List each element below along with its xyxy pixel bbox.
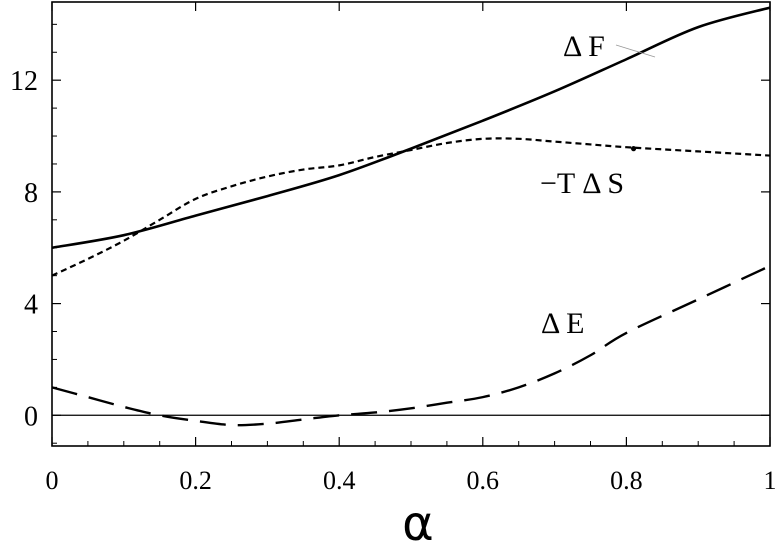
x-tick-label: 0 [46, 466, 59, 495]
y-tick-label: 12 [10, 66, 38, 97]
series-marker [630, 146, 637, 152]
x-tick-label: 0.6 [467, 466, 500, 495]
x-tick-label: 0.2 [179, 466, 212, 495]
series-label-delta-f: Δ F [563, 30, 605, 63]
series-layer [51, 6, 771, 427]
y-tick-label: 8 [24, 178, 38, 209]
x-tick-label: 0.4 [323, 466, 356, 495]
series-line-delta-f [51, 6, 771, 250]
x-tick-label: 0.8 [610, 466, 643, 495]
y-tick-label: 0 [24, 401, 38, 432]
series-line-minus-t-delta-s [51, 137, 771, 277]
x-tick-label: 1 [764, 466, 777, 495]
plot-frame [51, 1, 771, 447]
y-tick-label: 4 [24, 290, 38, 321]
ticks: 0 0.2 0.4 0.6 0.8 1 0 4 8 12 [10, 2, 777, 495]
series-label-delta-e: Δ E [541, 307, 584, 340]
x-axis-title: α [402, 496, 434, 552]
series-label-minus-t-delta-s: −T Δ S [540, 167, 624, 200]
series-label-delta-f-leader [615, 44, 656, 58]
series-line-delta-e [51, 264, 771, 427]
